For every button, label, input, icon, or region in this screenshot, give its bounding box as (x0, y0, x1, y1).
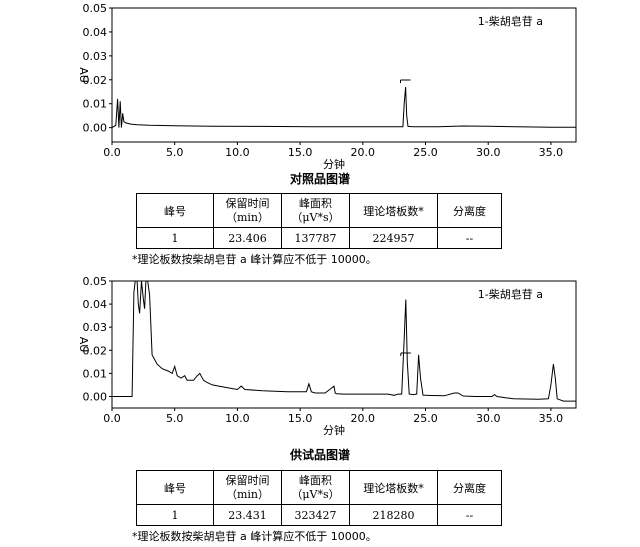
x-tick-label: 10.0 (225, 412, 250, 425)
table-header-row: 峰号 保留时间 （min） 峰面积 （μV*s） 理论塔板数* 分离度 (136, 193, 502, 228)
chromatogram-trace (111, 86, 576, 129)
y-tick-label: 0.04 (83, 26, 108, 39)
x-tick-label: 0.0 (103, 412, 121, 425)
cell-peak-no: 1 (136, 227, 214, 249)
table-row: 1 23.406 137787 224957 -- (136, 227, 502, 249)
reference-footnote: *理论板数按柴胡皂苷 a 峰计算应不低于 10000。 (132, 253, 377, 266)
cell-retention-time: 23.406 (213, 227, 282, 249)
header-peak-no: 峰号 (136, 470, 214, 505)
sample-footnote: *理论板数按柴胡皂苷 a 峰计算应不低于 10000。 (132, 530, 377, 543)
y-axis-label: AU (77, 337, 90, 353)
header-resolution: 分离度 (437, 193, 502, 228)
reference-section-title: 对照品图谱 (289, 172, 350, 186)
x-tick-label: 30.0 (476, 412, 501, 425)
x-tick-label: 30.0 (476, 146, 501, 159)
sample-chromatogram: 0.0 5.0 10.0 15.0 20.0 25.0 30.0 35.0 0.00 0.01 0.… (77, 275, 577, 437)
table-header-row: 峰号 保留时间 （min） 峰面积 （μV*s） 理论塔板数* 分离度 (136, 470, 502, 505)
cell-resolution: -- (437, 227, 502, 249)
header-theoretical-plates: 理论塔板数* (349, 470, 438, 505)
y-tick-label: 0.03 (83, 50, 108, 63)
cell-theoretical-plates: 218280 (349, 504, 438, 526)
x-tick-label: 25.0 (413, 412, 438, 425)
y-axis-label: AU (77, 67, 90, 83)
header-peak-area: 峰面积 （μV*s） (281, 470, 350, 505)
header-peak-area: 峰面积 （μV*s） (281, 193, 350, 228)
y-tick-label: 0.03 (83, 321, 108, 334)
y-tick-label: 0.02 (83, 74, 108, 87)
cell-retention-time: 23.431 (213, 504, 282, 526)
y-tick-label: 0.01 (83, 367, 108, 380)
cell-theoretical-plates: 224957 (349, 227, 438, 249)
peak-annotation: 1-柴胡皂苷 a (478, 14, 543, 28)
y-tick-label: 0.05 (83, 2, 108, 15)
header-theoretical-plates: 理论塔板数* (349, 193, 438, 228)
x-tick-label: 35.0 (539, 412, 564, 425)
header-resolution: 分离度 (437, 470, 502, 505)
x-axis-label: 分钟 (323, 423, 345, 437)
x-axis-label: 分钟 (323, 157, 345, 171)
header-retention-time: 保留时间 （min） (213, 193, 282, 228)
reference-peak-table: 峰号 保留时间 （min） 峰面积 （μV*s） 理论塔板数* 分离度 1 23… (136, 193, 502, 249)
x-tick-label: 35.0 (539, 146, 564, 159)
peak-annotation: 1-柴胡皂苷 a (478, 287, 543, 301)
x-tick-label: 20.0 (351, 146, 376, 159)
chromatogram-trace (112, 280, 576, 402)
cell-resolution: -- (437, 504, 502, 526)
sample-section-title: 供试品图谱 (289, 448, 350, 462)
y-tick-label: 0.00 (83, 122, 108, 135)
reference-chromatogram: 0.0 5.0 10.0 15.0 20.0 25.0 30.0 35.0 0.00 0.01 0.… (77, 2, 577, 171)
cell-peak-no: 1 (136, 504, 214, 526)
x-tick-label: 10.0 (225, 146, 250, 159)
header-retention-time: 保留时间 （min） (213, 470, 282, 505)
x-tick-label: 15.0 (288, 146, 313, 159)
x-tick-label: 15.0 (288, 412, 313, 425)
plot-frame (111, 280, 577, 409)
y-tick-label: 0.00 (83, 390, 108, 403)
x-tick-label: 25.0 (413, 146, 438, 159)
x-tick-label: 5.0 (166, 146, 184, 159)
y-tick-label: 0.04 (83, 298, 108, 311)
plot-frame (111, 7, 577, 143)
header-peak-no: 峰号 (136, 193, 214, 228)
x-tick-label: 20.0 (351, 412, 376, 425)
sample-peak-table: 峰号 保留时间 （min） 峰面积 （μV*s） 理论塔板数* 分离度 1 23… (136, 470, 502, 526)
table-row: 1 23.431 323427 218280 -- (136, 504, 502, 526)
x-tick-label: 0.0 (103, 146, 121, 159)
y-tick-label: 0.02 (83, 344, 108, 357)
x-tick-label: 5.0 (166, 412, 184, 425)
cell-peak-area: 323427 (281, 504, 350, 526)
y-tick-label: 0.05 (83, 275, 108, 288)
cell-peak-area: 137787 (281, 227, 350, 249)
y-tick-label: 0.01 (83, 98, 108, 111)
